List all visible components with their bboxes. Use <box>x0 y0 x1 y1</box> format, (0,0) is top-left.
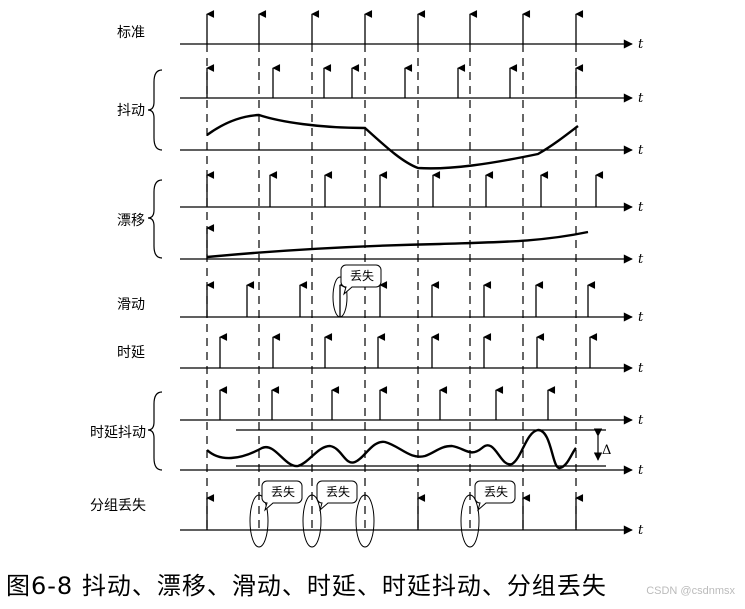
loss-callout <box>316 480 358 512</box>
row-label-delay: 时延 <box>117 345 145 361</box>
loss-label: 丢失 <box>326 484 350 499</box>
loss-callout <box>474 480 516 512</box>
axis-t-label: t <box>638 200 644 215</box>
delay-jitter-curve <box>206 428 577 470</box>
lost-pulse-ellipse <box>460 494 480 548</box>
timing-diagram: 标准 抖动 漂移 滑动 时延 时延抖动 分组丢失 t t t t t t t t… <box>90 10 644 548</box>
row-label-packet-loss: 分组丢失 <box>90 498 146 514</box>
pulse-arrows <box>206 10 604 530</box>
delta-label: Δ <box>602 443 611 458</box>
lost-pulse-ellipse <box>332 276 348 318</box>
pulses-drift <box>206 171 604 207</box>
axis-t-label: t <box>638 143 644 158</box>
pulses-standard <box>206 10 584 44</box>
pulses-slip <box>206 281 596 317</box>
axis-t-label: t <box>638 463 644 478</box>
braces <box>147 69 163 471</box>
lost-pulse-ellipse <box>355 494 375 548</box>
watermark: CSDN @csdnmsx <box>646 585 735 597</box>
waveforms <box>206 113 589 470</box>
axis-t-label: t <box>638 91 644 106</box>
row-label-standard: 标准 <box>117 25 145 41</box>
drift-curve <box>206 230 589 259</box>
loss-label: 丢失 <box>484 484 508 499</box>
pulses-packet-loss <box>206 494 584 530</box>
axis-t-label: t <box>638 361 644 376</box>
figure-caption: 图6-8 抖动、漂移、滑动、时延、时延抖动、分组丢失 <box>6 572 607 600</box>
pulses-delay <box>219 333 598 368</box>
lost-pulse-ellipse <box>249 494 269 548</box>
lost-pulse-ellipse <box>302 494 322 548</box>
loss-callout <box>340 264 382 296</box>
loss-markers <box>249 264 516 548</box>
axis-t-label: t <box>638 523 644 538</box>
brace-drift <box>147 179 163 259</box>
pulses-jitter <box>206 64 584 98</box>
loss-callout <box>261 480 303 512</box>
row-label-delay-jitter: 时延抖动 <box>90 425 146 441</box>
axis-t-labels: t t t t t t t t t t <box>638 37 644 538</box>
row-label-jitter: 抖动 <box>117 103 145 119</box>
time-axes <box>180 39 633 535</box>
row-label-drift: 漂移 <box>117 213 145 229</box>
row-label-slip: 滑动 <box>117 296 145 313</box>
loss-label: 丢失 <box>350 268 374 283</box>
pulses-delay-jitter <box>219 386 556 420</box>
axis-t-label: t <box>638 37 644 52</box>
brace-jitter <box>147 69 163 151</box>
delta-band <box>236 428 606 467</box>
axis-t-label: t <box>638 413 644 428</box>
brace-delay-jitter <box>147 391 163 471</box>
jitter-curve <box>206 113 579 170</box>
loss-label: 丢失 <box>271 484 295 499</box>
axis-t-label: t <box>638 252 644 267</box>
axis-t-label: t <box>638 310 644 325</box>
